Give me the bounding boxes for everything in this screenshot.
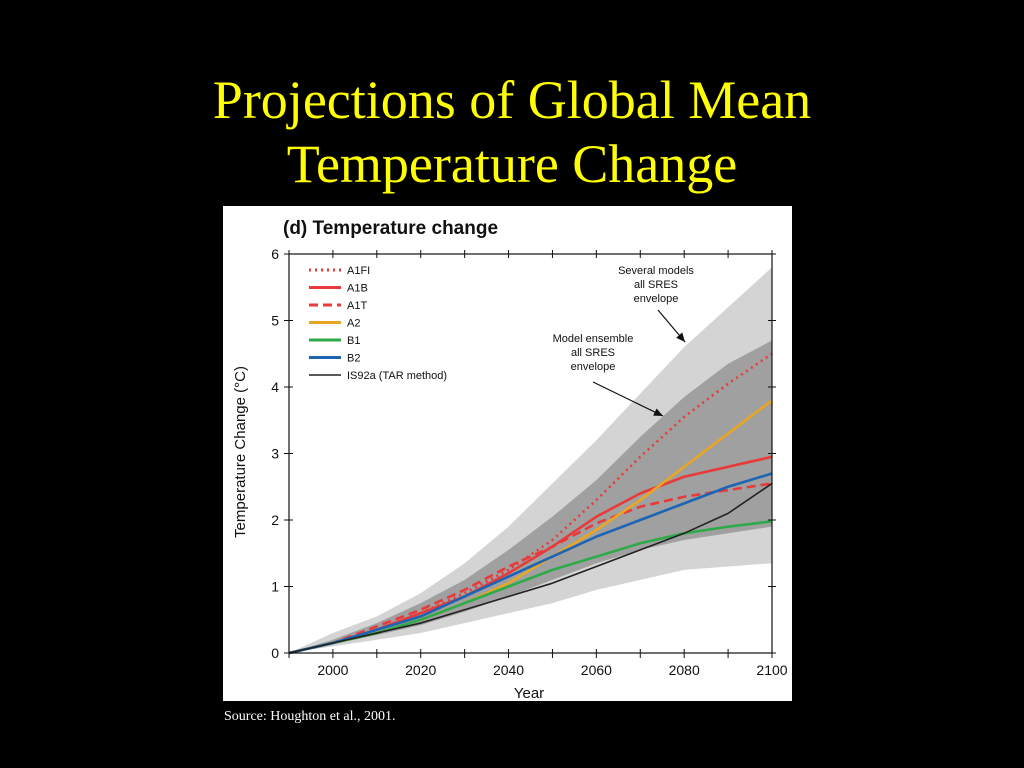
legend: A1FI A1B A1T A2 B1 B2 IS92a (TAR method) xyxy=(309,265,447,382)
annotation-text: all SRES xyxy=(571,347,615,359)
envelopes-layer xyxy=(289,267,772,653)
annotation-text: Model ensemble xyxy=(553,333,634,345)
series-line-6 xyxy=(288,472,773,655)
annotation-arrow-head xyxy=(653,408,663,416)
series-line-3 xyxy=(288,482,773,655)
series-layer xyxy=(288,352,773,655)
slide-title: Projections of Global Mean Temperature C… xyxy=(0,68,1024,196)
legend-label: A2 xyxy=(347,318,360,330)
x-tick-label: 2020 xyxy=(405,662,436,678)
y-tick-label: 1 xyxy=(271,579,279,595)
annotation-arrow-line xyxy=(592,381,664,417)
envelope-band-1 xyxy=(289,267,772,653)
annotation-text: Several models xyxy=(618,265,694,277)
x-tick-label: 2100 xyxy=(756,662,787,678)
annotations-layer: Several models all SRES envelope Model ense… xyxy=(553,265,694,417)
x-axis-title: Year xyxy=(514,685,544,701)
axes-layer: 0 1 2 3 4 5 6 2000 2020 2040 2060 2080 2100 xyxy=(271,246,788,678)
x-tick-label: 2000 xyxy=(317,662,348,678)
y-tick-label: 6 xyxy=(271,246,279,262)
y-tick-label: 2 xyxy=(271,512,279,528)
x-tick-label: 2080 xyxy=(669,662,700,678)
legend-label: IS92a (TAR method) xyxy=(347,370,447,382)
chart-title: (d) Temperature change xyxy=(283,218,498,239)
x-tick-label: 2040 xyxy=(493,662,524,678)
chart-figure: (d) Temperature change 0 1 2 3 4 5 6 2000 2020 20… xyxy=(223,206,792,701)
annotation-text: all SRES xyxy=(634,279,678,291)
legend-label: A1T xyxy=(347,300,367,312)
temperature-chart: (d) Temperature change 0 1 2 3 4 5 6 2000 2020 20… xyxy=(232,218,788,701)
annotation-arrow-head xyxy=(676,332,685,342)
y-tick-label: 4 xyxy=(271,379,279,395)
legend-label: A1B xyxy=(347,283,368,295)
x-tick-label: 2060 xyxy=(581,662,612,678)
y-tick-label: 5 xyxy=(271,313,279,329)
y-axis-title: Temperature Change (°C) xyxy=(232,366,249,538)
envelope-band-2 xyxy=(289,340,772,653)
legend-label: B1 xyxy=(347,335,360,347)
source-citation: Source: Houghton et al., 2001. xyxy=(224,709,396,724)
annotation-text: envelope xyxy=(634,293,679,305)
legend-label: B2 xyxy=(347,353,360,365)
y-tick-label: 0 xyxy=(271,645,279,661)
annotation-text: envelope xyxy=(571,361,616,373)
y-tick-label: 3 xyxy=(271,446,279,462)
legend-label: A1FI xyxy=(347,265,370,277)
slide-title-line-1: Projections of Global Mean xyxy=(212,70,812,130)
series-line-7 xyxy=(288,482,773,654)
slide-title-line-2: Temperature Change xyxy=(286,134,738,194)
